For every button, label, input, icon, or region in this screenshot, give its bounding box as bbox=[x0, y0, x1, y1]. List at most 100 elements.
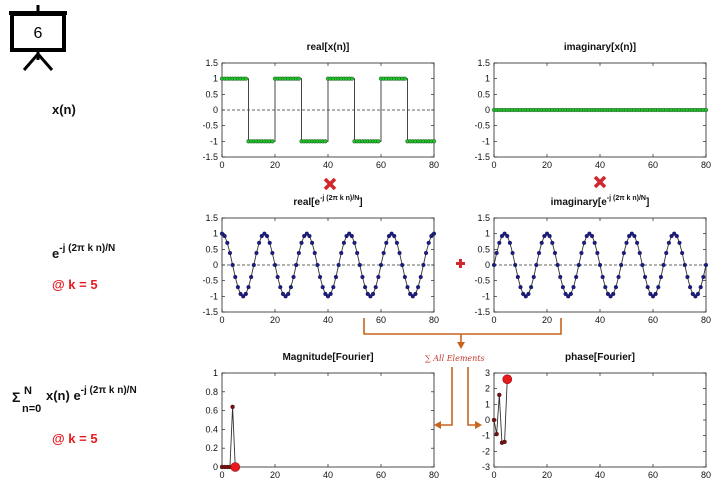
data-point bbox=[296, 250, 301, 256]
chart-real-e: real[e-j (2π k n)/N]1.510.50-0.5-1-1.50 2… bbox=[202, 195, 439, 325]
data-point bbox=[241, 294, 246, 299]
data-point bbox=[703, 262, 709, 268]
data-point bbox=[288, 285, 293, 290]
presentation-board-icon: 6 bbox=[9, 5, 67, 71]
x-tick-label: 0 bbox=[491, 470, 496, 480]
data-point bbox=[568, 291, 573, 296]
data-point bbox=[682, 262, 687, 268]
x-tick-label: 40 bbox=[323, 470, 333, 480]
data-point bbox=[410, 294, 415, 299]
data-point bbox=[312, 250, 317, 256]
data-point bbox=[408, 291, 413, 296]
chart-title: imaginary[x(n)] bbox=[564, 42, 636, 53]
y-tick-label: -3 bbox=[482, 462, 490, 472]
data-point bbox=[513, 262, 518, 268]
data-point bbox=[560, 285, 565, 290]
data-point bbox=[632, 234, 637, 239]
y-tick-label: 0.8 bbox=[205, 387, 218, 397]
data-point bbox=[621, 250, 626, 256]
data-point bbox=[529, 285, 534, 290]
sum-all-elements-label: ∑ All Elements bbox=[425, 354, 485, 363]
data-point bbox=[431, 139, 437, 144]
exp-base: e bbox=[52, 246, 59, 261]
data-point bbox=[491, 262, 497, 268]
y-tick-label: -0.5 bbox=[474, 276, 490, 286]
y-tick-label: -1 bbox=[482, 291, 490, 301]
sum-expression-superscript: -j (2π k n)/N bbox=[81, 385, 137, 396]
data-point bbox=[677, 240, 682, 245]
data-point bbox=[571, 285, 576, 290]
data-point bbox=[259, 234, 264, 239]
chart-title: real[x(n)] bbox=[307, 42, 350, 53]
x-tick-label: 60 bbox=[648, 315, 658, 325]
data-point bbox=[227, 250, 233, 256]
x-tick-label: 80 bbox=[429, 470, 439, 480]
data-point bbox=[339, 250, 344, 256]
data-point bbox=[523, 294, 528, 299]
y-tick-label: -2 bbox=[482, 446, 490, 456]
data-point bbox=[225, 240, 230, 245]
row-label-k-1: @ k = 5 bbox=[52, 277, 98, 292]
data-point bbox=[235, 285, 240, 290]
data-point bbox=[613, 285, 618, 290]
data-point bbox=[341, 240, 346, 245]
data-point bbox=[597, 262, 603, 268]
data-point bbox=[515, 274, 520, 280]
data-point bbox=[222, 234, 227, 239]
data-point bbox=[576, 262, 581, 268]
x-tick-label: 60 bbox=[376, 160, 386, 170]
data-point bbox=[238, 291, 243, 296]
x-tick-label: 80 bbox=[429, 160, 439, 170]
data-point bbox=[603, 285, 608, 290]
data-point bbox=[296, 76, 301, 81]
plot-frame bbox=[221, 372, 435, 468]
chart-title-end: ] bbox=[359, 197, 362, 208]
chart-title: Magnitude[Fourier] bbox=[282, 352, 373, 363]
data-point bbox=[605, 291, 610, 296]
row-label-k-2: @ k = 5 bbox=[52, 431, 98, 446]
y-tick-label: 1 bbox=[213, 368, 218, 378]
y-tick-label: -1.5 bbox=[202, 152, 218, 162]
sigma-upper-limit: N bbox=[24, 385, 32, 397]
y-tick-label: -0.5 bbox=[202, 276, 218, 286]
y-tick-label: 1 bbox=[213, 229, 218, 239]
chart-title-superscript: -j (2π k n)/N bbox=[320, 195, 359, 202]
data-point bbox=[703, 107, 709, 113]
data-point bbox=[405, 285, 410, 290]
data-point bbox=[323, 139, 328, 144]
data-point bbox=[294, 262, 299, 268]
sum-expression: x(n) e-j (2π k n)/N bbox=[46, 385, 137, 403]
data-point bbox=[365, 291, 370, 296]
chart-imag-x: imaginary[x(n)]1.510.50-0.5-1-1.50 20 40 60… bbox=[474, 42, 711, 170]
data-point bbox=[272, 262, 278, 268]
y-tick-label: 0 bbox=[485, 260, 490, 270]
chart-title: imaginary[e-j (2π k n)/N] bbox=[551, 195, 650, 208]
data-point bbox=[521, 291, 526, 296]
chart-title-text: real[e bbox=[293, 197, 320, 208]
y-tick-label: 0.5 bbox=[477, 89, 490, 99]
data-point bbox=[381, 250, 386, 256]
data-point bbox=[421, 262, 426, 268]
data-point bbox=[370, 291, 376, 296]
data-point bbox=[497, 240, 502, 245]
y-tick-label: -1.5 bbox=[202, 307, 218, 317]
y-tick-label: -1.5 bbox=[474, 307, 490, 317]
data-point bbox=[600, 274, 605, 280]
y-tick-label: 1 bbox=[213, 74, 218, 84]
data-point bbox=[267, 240, 272, 245]
data-point bbox=[693, 294, 698, 299]
x-tick-label: 60 bbox=[376, 470, 386, 480]
x-tick-label: 0 bbox=[219, 315, 224, 325]
y-tick-label: 0.2 bbox=[205, 443, 218, 453]
data-point bbox=[376, 274, 381, 280]
sum-connector bbox=[363, 318, 562, 429]
chart-imag-e: imaginary[e-j (2π k n)/N] 1.5 1 0.5 0 -0.5 -1 -… bbox=[474, 195, 711, 325]
data-point bbox=[552, 250, 557, 256]
data-point bbox=[491, 417, 497, 423]
data-point bbox=[307, 234, 312, 239]
y-tick-label: 0.5 bbox=[205, 89, 218, 99]
y-tick-label: 0 bbox=[213, 462, 218, 472]
data-point bbox=[627, 234, 632, 239]
data-point bbox=[658, 274, 663, 280]
data-point bbox=[280, 291, 286, 296]
